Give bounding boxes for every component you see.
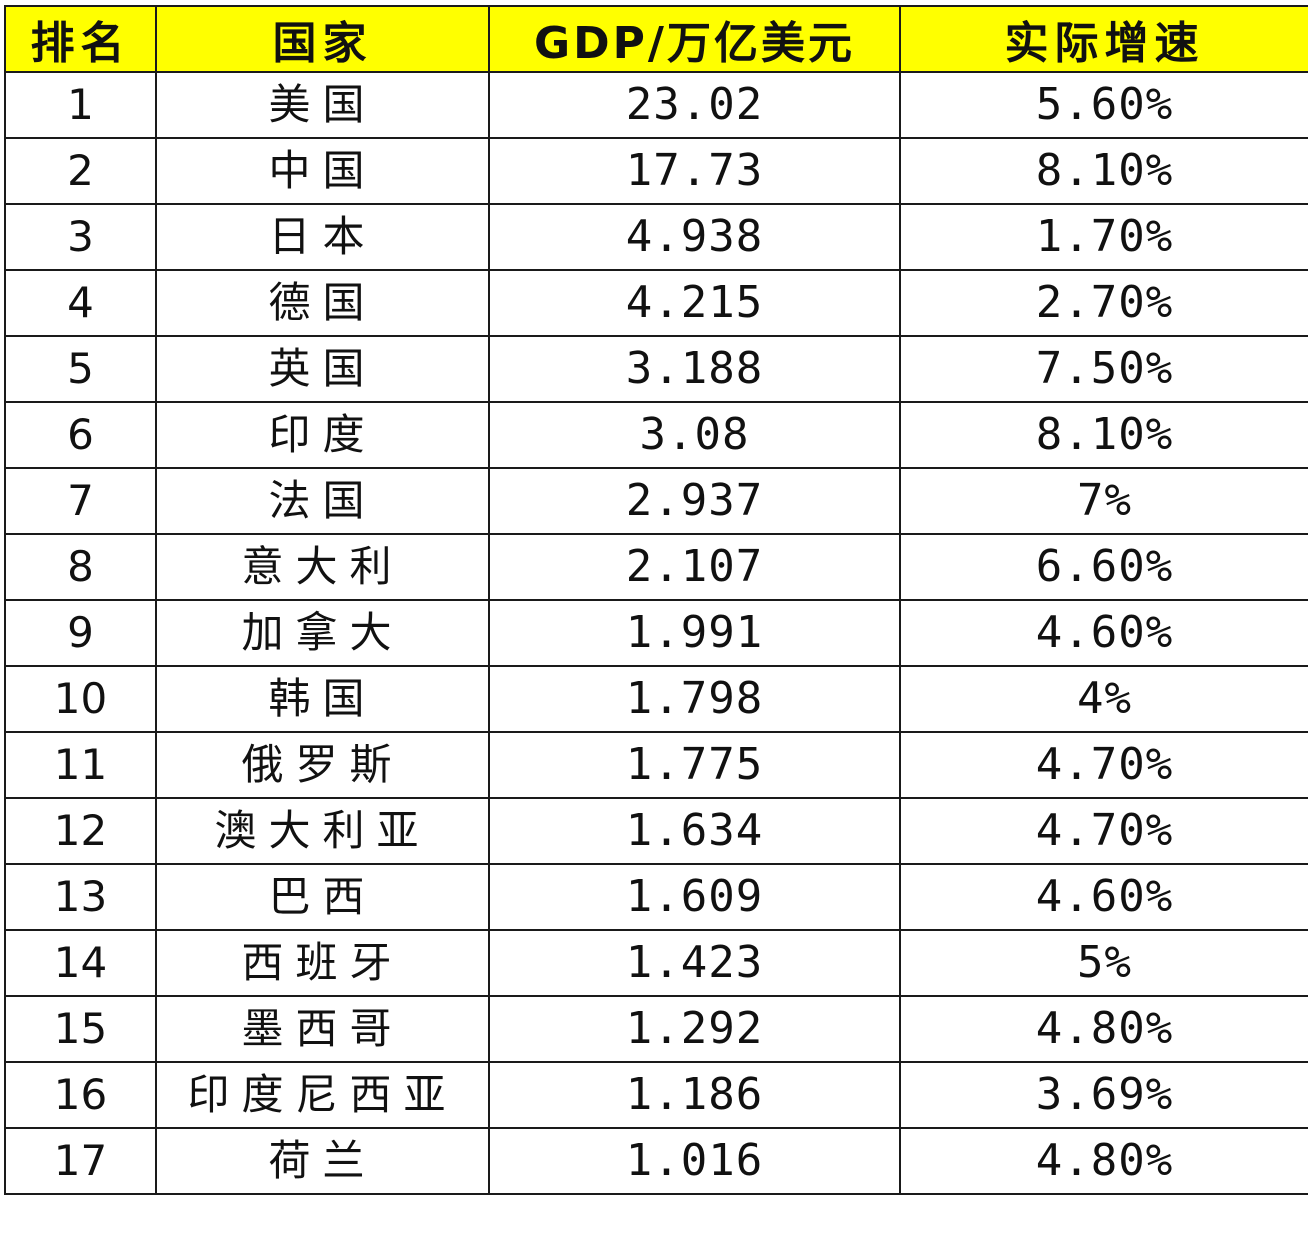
table-row: 13 巴西 1.609 4.60% [4,863,1308,931]
cell-country: 印度尼西亚 [155,1061,490,1129]
cell-country: 西班牙 [155,929,490,997]
cell-growth: 4.60% [899,599,1308,667]
cell-rank: 14 [4,929,157,997]
cell-country: 荷兰 [155,1127,490,1195]
cell-country: 加拿大 [155,599,490,667]
cell-rank: 9 [4,599,157,667]
table-row: 10 韩国 1.798 4% [4,665,1308,733]
cell-gdp: 1.798 [488,665,901,733]
cell-rank: 4 [4,269,157,337]
cell-growth: 4.80% [899,995,1308,1063]
table-row: 1 美国 23.02 5.60% [4,71,1308,139]
cell-growth: 2.70% [899,269,1308,337]
cell-gdp: 2.107 [488,533,901,601]
cell-growth: 5% [899,929,1308,997]
cell-gdp: 2.937 [488,467,901,535]
cell-country: 美国 [155,71,490,139]
header-rank: 排名 [4,5,157,73]
cell-gdp: 1.775 [488,731,901,799]
cell-country: 墨西哥 [155,995,490,1063]
header-gdp: GDP/万亿美元 [488,5,901,73]
table-row: 6 印度 3.08 8.10% [4,401,1308,469]
cell-rank: 6 [4,401,157,469]
cell-country: 中国 [155,137,490,205]
cell-growth: 7.50% [899,335,1308,403]
cell-growth: 4.70% [899,797,1308,865]
cell-gdp: 1.292 [488,995,901,1063]
cell-gdp: 3.08 [488,401,901,469]
cell-rank: 7 [4,467,157,535]
cell-growth: 7% [899,467,1308,535]
cell-rank: 13 [4,863,157,931]
table-row: 5 英国 3.188 7.50% [4,335,1308,403]
table-row: 15 墨西哥 1.292 4.80% [4,995,1308,1063]
cell-growth: 6.60% [899,533,1308,601]
cell-rank: 5 [4,335,157,403]
cell-rank: 16 [4,1061,157,1129]
cell-rank: 12 [4,797,157,865]
cell-country: 巴西 [155,863,490,931]
cell-growth: 3.69% [899,1061,1308,1129]
table-row: 7 法国 2.937 7% [4,467,1308,535]
cell-gdp: 17.73 [488,137,901,205]
cell-growth: 4% [899,665,1308,733]
table-row: 11 俄罗斯 1.775 4.70% [4,731,1308,799]
header-growth: 实际增速 [899,5,1308,73]
table-row: 3 日本 4.938 1.70% [4,203,1308,271]
cell-growth: 1.70% [899,203,1308,271]
cell-gdp: 4.938 [488,203,901,271]
cell-growth: 8.10% [899,401,1308,469]
cell-gdp: 1.634 [488,797,901,865]
table-row: 9 加拿大 1.991 4.60% [4,599,1308,667]
cell-growth: 4.60% [899,863,1308,931]
table-row: 4 德国 4.215 2.70% [4,269,1308,337]
cell-rank: 8 [4,533,157,601]
cell-growth: 8.10% [899,137,1308,205]
cell-country: 意大利 [155,533,490,601]
cell-growth: 4.70% [899,731,1308,799]
cell-growth: 5.60% [899,71,1308,139]
cell-gdp: 4.215 [488,269,901,337]
cell-country: 印度 [155,401,490,469]
table-body: 1 美国 23.02 5.60% 2 中国 17.73 8.10% 3 日本 4.938 1.70% 4… [4,71,1308,1195]
table-header: 排名 国家 GDP/万亿美元 实际增速 [4,5,1308,73]
cell-rank: 2 [4,137,157,205]
table-row: 12 澳大利亚 1.634 4.70% [4,797,1308,865]
cell-gdp: 1.991 [488,599,901,667]
cell-country: 法国 [155,467,490,535]
cell-rank: 10 [4,665,157,733]
cell-rank: 3 [4,203,157,271]
cell-gdp: 1.423 [488,929,901,997]
cell-growth: 4.80% [899,1127,1308,1195]
cell-gdp: 1.186 [488,1061,901,1129]
table-row: 17 荷兰 1.016 4.80% [4,1127,1308,1195]
table-row: 14 西班牙 1.423 5% [4,929,1308,997]
cell-rank: 17 [4,1127,157,1195]
cell-country: 日本 [155,203,490,271]
header-row: 排名 国家 GDP/万亿美元 实际增速 [4,5,1308,73]
header-country: 国家 [155,5,490,73]
cell-rank: 15 [4,995,157,1063]
cell-country: 澳大利亚 [155,797,490,865]
cell-gdp: 1.016 [488,1127,901,1195]
table-row: 2 中国 17.73 8.10% [4,137,1308,205]
cell-country: 俄罗斯 [155,731,490,799]
cell-country: 德国 [155,269,490,337]
table-row: 8 意大利 2.107 6.60% [4,533,1308,601]
cell-gdp: 1.609 [488,863,901,931]
table-row: 16 印度尼西亚 1.186 3.69% [4,1061,1308,1129]
cell-country: 英国 [155,335,490,403]
cell-rank: 11 [4,731,157,799]
cell-country: 韩国 [155,665,490,733]
cell-gdp: 23.02 [488,71,901,139]
gdp-ranking-table: 排名 国家 GDP/万亿美元 实际增速 1 美国 23.02 5.60% 2 中国 17.7… [4,5,1308,1195]
cell-gdp: 3.188 [488,335,901,403]
cell-rank: 1 [4,71,157,139]
